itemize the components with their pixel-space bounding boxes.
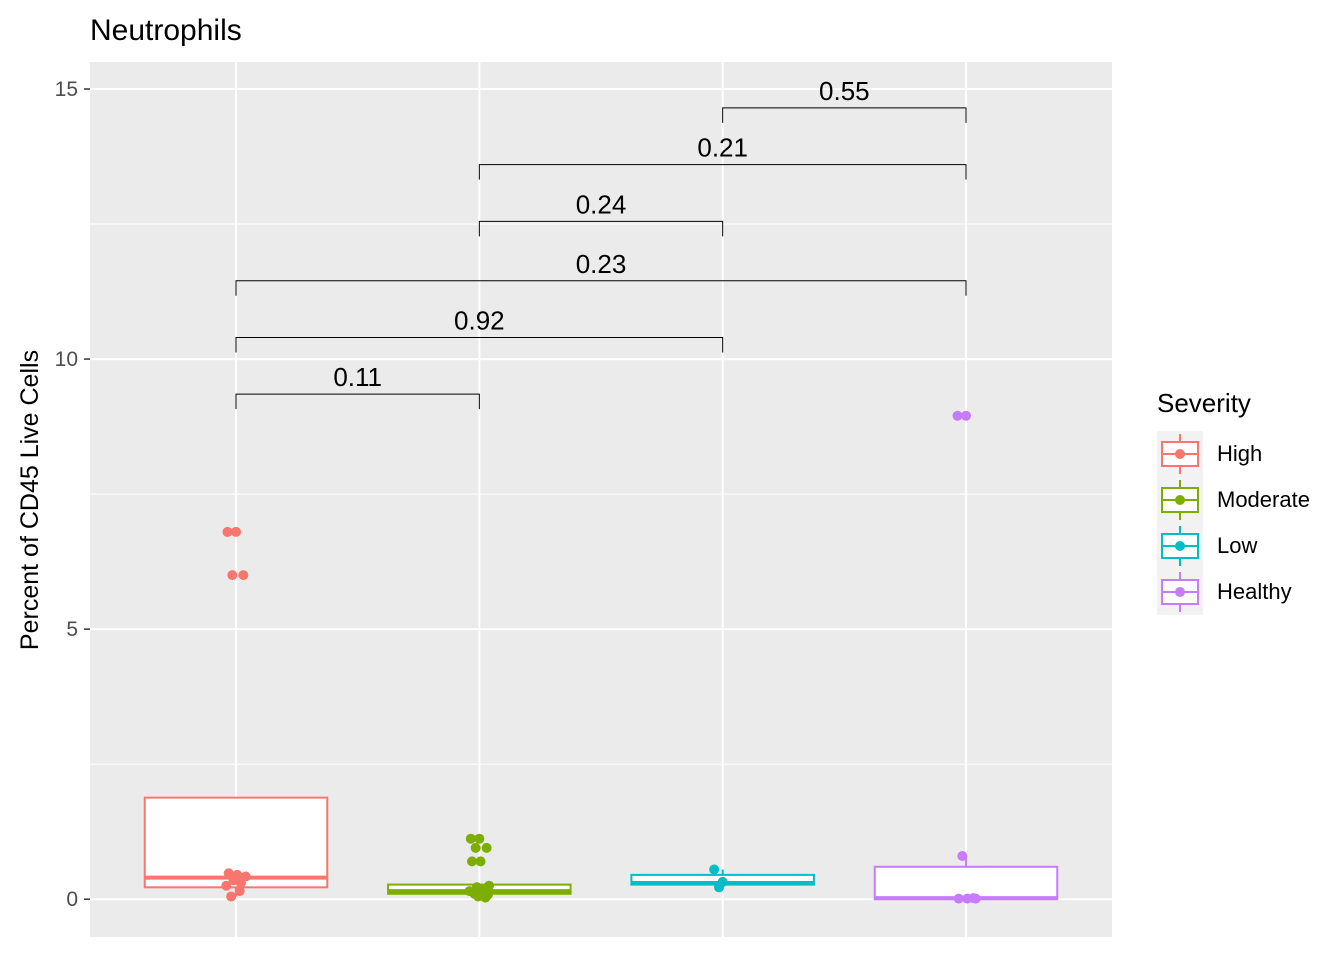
legend-label-high: High xyxy=(1217,441,1262,466)
legend: Severity High Moderate Low Healthy xyxy=(1157,388,1310,615)
legend-title: Severity xyxy=(1157,388,1251,418)
data-point-moderate xyxy=(465,833,476,844)
box-body xyxy=(873,865,1059,901)
data-point-high xyxy=(226,891,237,902)
legend-key-point xyxy=(1175,541,1185,551)
data-point-moderate xyxy=(481,842,492,853)
data-point-healthy xyxy=(952,410,963,421)
legend-key-high xyxy=(1157,431,1203,477)
comparison-bracket: 0.11 xyxy=(235,362,480,410)
chart-title: Neutrophils xyxy=(90,14,242,47)
comparison-brackets: 0.11 0.92 0.23 0.24 0.21 0.55 xyxy=(235,76,967,410)
legend-key-moderate xyxy=(1157,477,1203,523)
p-value-label: 0.92 xyxy=(454,305,505,335)
data-point-high xyxy=(238,570,249,581)
bracket-line xyxy=(235,393,480,410)
data-point-healthy xyxy=(961,410,971,421)
y-tick-label: 15 xyxy=(55,78,78,101)
data-point-healthy xyxy=(962,893,973,904)
data-point-healthy xyxy=(957,850,968,861)
data-point-moderate xyxy=(467,856,478,867)
legend-label-moderate: Moderate xyxy=(1217,487,1310,512)
bracket-line xyxy=(478,220,724,237)
data-point-high xyxy=(222,526,233,537)
points-layer xyxy=(221,410,981,904)
data-point-low xyxy=(709,864,720,875)
data-point-healthy xyxy=(970,893,981,904)
p-value-label: 0.55 xyxy=(819,76,870,106)
bracket-line xyxy=(235,336,724,353)
y-tick-label: 0 xyxy=(66,888,78,911)
comparison-bracket: 0.92 xyxy=(235,305,724,353)
legend-label-healthy: Healthy xyxy=(1217,579,1292,604)
data-point-high xyxy=(221,880,232,891)
data-point-high xyxy=(223,868,234,879)
box-healthy xyxy=(873,855,1059,901)
grid-lines xyxy=(90,62,1112,937)
p-value-label: 0.21 xyxy=(697,133,748,163)
y-tick-label: 5 xyxy=(66,618,78,641)
comparison-bracket: 0.23 xyxy=(235,249,967,296)
data-point-high xyxy=(231,526,241,537)
legend-key-point xyxy=(1175,495,1185,505)
y-axis-title: Percent of CD45 Live Cells xyxy=(16,350,44,650)
p-value-label: 0.11 xyxy=(333,362,382,392)
data-point-high xyxy=(235,877,246,888)
data-point-moderate xyxy=(480,892,491,903)
data-point-moderate xyxy=(473,891,484,902)
data-point-moderate xyxy=(470,842,481,853)
data-point-moderate xyxy=(474,833,485,844)
legend-key-low xyxy=(1157,523,1203,569)
comparison-bracket: 0.24 xyxy=(478,189,724,237)
plot-panel xyxy=(90,62,1112,937)
legend-key-point xyxy=(1175,449,1185,459)
legend-key-point xyxy=(1175,587,1185,597)
y-axis: 0 5 10 15 xyxy=(55,78,90,911)
comparison-bracket: 0.21 xyxy=(478,133,967,180)
bracket-line xyxy=(722,107,967,123)
data-point-healthy xyxy=(953,893,964,904)
legend-key-healthy xyxy=(1157,569,1203,615)
bracket-line xyxy=(478,164,967,180)
data-point-moderate xyxy=(475,856,486,867)
legend-label-low: Low xyxy=(1217,533,1257,558)
p-value-label: 0.24 xyxy=(576,189,627,219)
y-tick-label: 10 xyxy=(55,348,78,371)
bracket-line xyxy=(235,280,967,296)
p-value-label: 0.23 xyxy=(576,249,627,279)
comparison-bracket: 0.55 xyxy=(722,76,967,123)
data-point-high xyxy=(234,886,245,897)
data-point-low xyxy=(714,882,725,893)
data-point-high xyxy=(227,570,238,581)
